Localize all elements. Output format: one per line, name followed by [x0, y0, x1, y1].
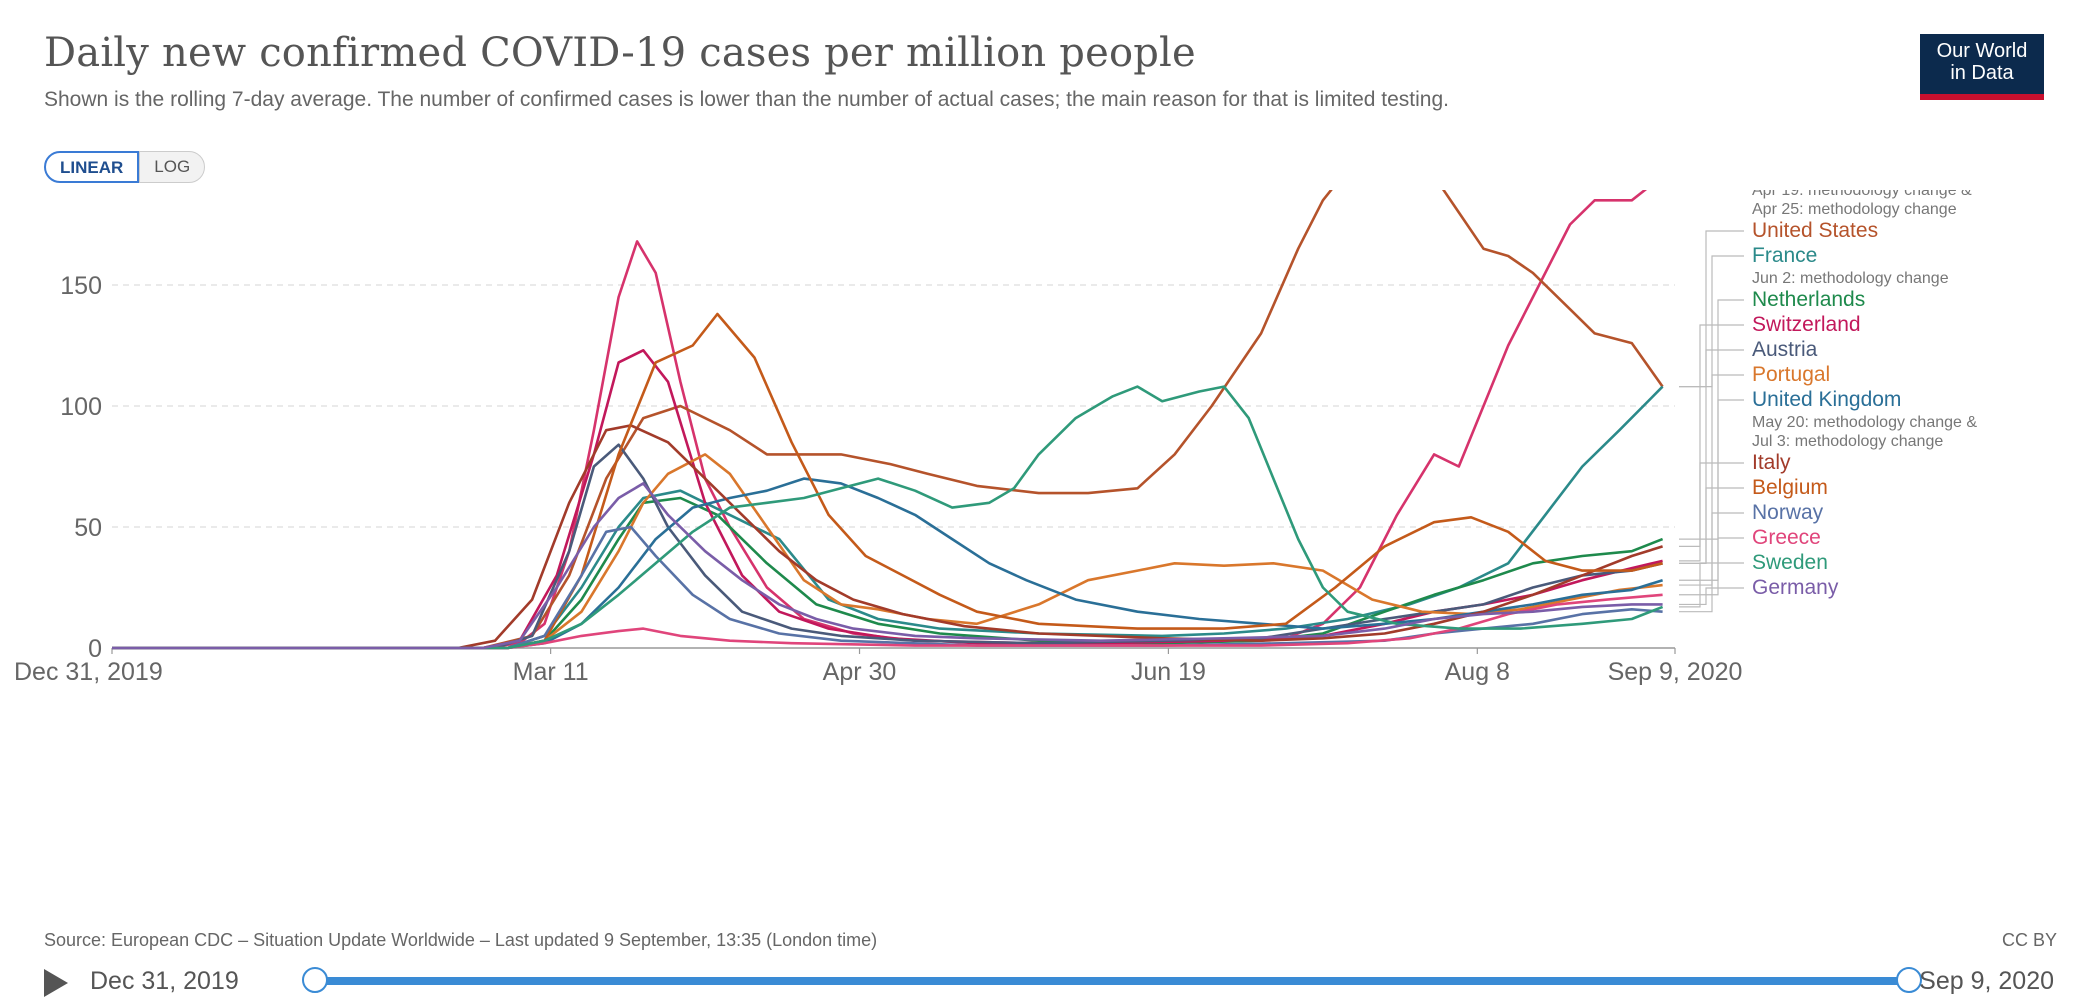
x-tick-label: Mar 11	[513, 658, 589, 686]
legend-leader-line	[1679, 399, 1744, 581]
timeline: Dec 31, 2019 Sep 9, 2020	[44, 965, 2054, 999]
legend-leader-line	[1679, 487, 1744, 564]
x-tick-label: Aug 8	[1445, 658, 1510, 686]
series-line-sweden[interactable]	[112, 385, 1664, 650]
legend-leader-line	[1679, 587, 1744, 606]
legend-note: Jun 2: methodology change	[1752, 270, 1949, 287]
series-line-belgium[interactable]	[112, 312, 1663, 650]
logo-accent-bar	[1920, 94, 2044, 100]
scale-toggle: LINEAR LOG	[44, 151, 206, 183]
legend-leader-line	[1679, 462, 1744, 547]
series-line-spain[interactable]	[112, 190, 1663, 650]
series-line-germany[interactable]	[112, 482, 1663, 650]
play-icon[interactable]	[44, 969, 68, 997]
legend-leader-line	[1679, 374, 1744, 586]
legend-note: Apr 25: methodology change	[1752, 201, 1957, 218]
legend-note: May 20: methodology change &	[1752, 414, 1977, 431]
series-line-france[interactable]	[112, 385, 1664, 650]
source-note[interactable]: Source: European CDC – Situation Update …	[44, 930, 878, 950]
series-line-switzerland[interactable]	[112, 349, 1663, 650]
series-line-united-kingdom[interactable]	[112, 477, 1663, 650]
x-tick-label: Jun 19	[1131, 658, 1206, 686]
legend-leader-line	[1679, 537, 1744, 596]
legend-label[interactable]: United Kingdom	[1752, 388, 1901, 411]
series-line-united-states[interactable]	[112, 190, 1664, 650]
legend-leader-line	[1679, 562, 1744, 608]
owid-logo[interactable]: Our World in Data	[1920, 34, 2044, 100]
y-tick-label: 150	[60, 272, 102, 300]
legend-label[interactable]: Italy	[1752, 451, 1791, 474]
logo-line-1: Our World	[1936, 40, 2028, 62]
y-tick-label: 50	[74, 514, 102, 542]
timeline-start-label: Dec 31, 2019	[90, 967, 239, 995]
legend-leader-line	[1679, 512, 1744, 613]
chart-title: Daily new confirmed COVID-19 cases per m…	[44, 30, 1196, 76]
timeline-track[interactable]	[314, 977, 1909, 985]
legend-label[interactable]: Greece	[1752, 526, 1821, 549]
logo-line-2: in Data	[1950, 62, 2014, 84]
legend-label[interactable]: Portugal	[1752, 363, 1830, 386]
legend-label[interactable]: Netherlands	[1752, 288, 1865, 311]
x-tick-label: Sep 9, 2020	[1608, 658, 1743, 686]
legend-label[interactable]: Austria	[1752, 338, 1818, 361]
legend-label[interactable]: Switzerland	[1752, 313, 1861, 336]
y-tick-label: 100	[60, 393, 102, 421]
x-tick-label: Dec 31, 2019	[14, 658, 163, 686]
legend-label[interactable]: Germany	[1752, 576, 1839, 599]
legend-leader-line	[1679, 324, 1744, 562]
series-line-portugal[interactable]	[112, 453, 1663, 650]
series-line-netherlands[interactable]	[112, 496, 1664, 650]
log-scale-button[interactable]: LOG	[139, 151, 206, 183]
legend-note: Jul 3: methodology change	[1752, 433, 1943, 450]
timeline-end-label: Sep 9, 2020	[1919, 967, 2054, 995]
legend-label[interactable]: Belgium	[1752, 476, 1828, 499]
chart-subtitle: Shown is the rolling 7-day average. The …	[44, 88, 1450, 111]
timeline-start-handle[interactable]	[302, 967, 328, 993]
legend-label[interactable]: Norway	[1752, 501, 1824, 524]
license-link[interactable]: CC BY	[2001, 930, 2057, 950]
x-tick-label: Apr 30	[823, 658, 897, 686]
timeline-end-handle[interactable]	[1896, 967, 1922, 993]
y-tick-label: 0	[88, 635, 102, 663]
linear-scale-button[interactable]: LINEAR	[44, 151, 140, 183]
legend-note: Apr 19: methodology change &	[1752, 190, 1972, 199]
series-line-norway[interactable]	[112, 525, 1663, 650]
series-line-austria[interactable]	[112, 443, 1663, 650]
legend-leader-line	[1679, 255, 1744, 388]
legend-label[interactable]: United States	[1752, 219, 1878, 242]
legend-label[interactable]: France	[1752, 244, 1817, 267]
legend-label[interactable]: Sweden	[1752, 551, 1828, 574]
